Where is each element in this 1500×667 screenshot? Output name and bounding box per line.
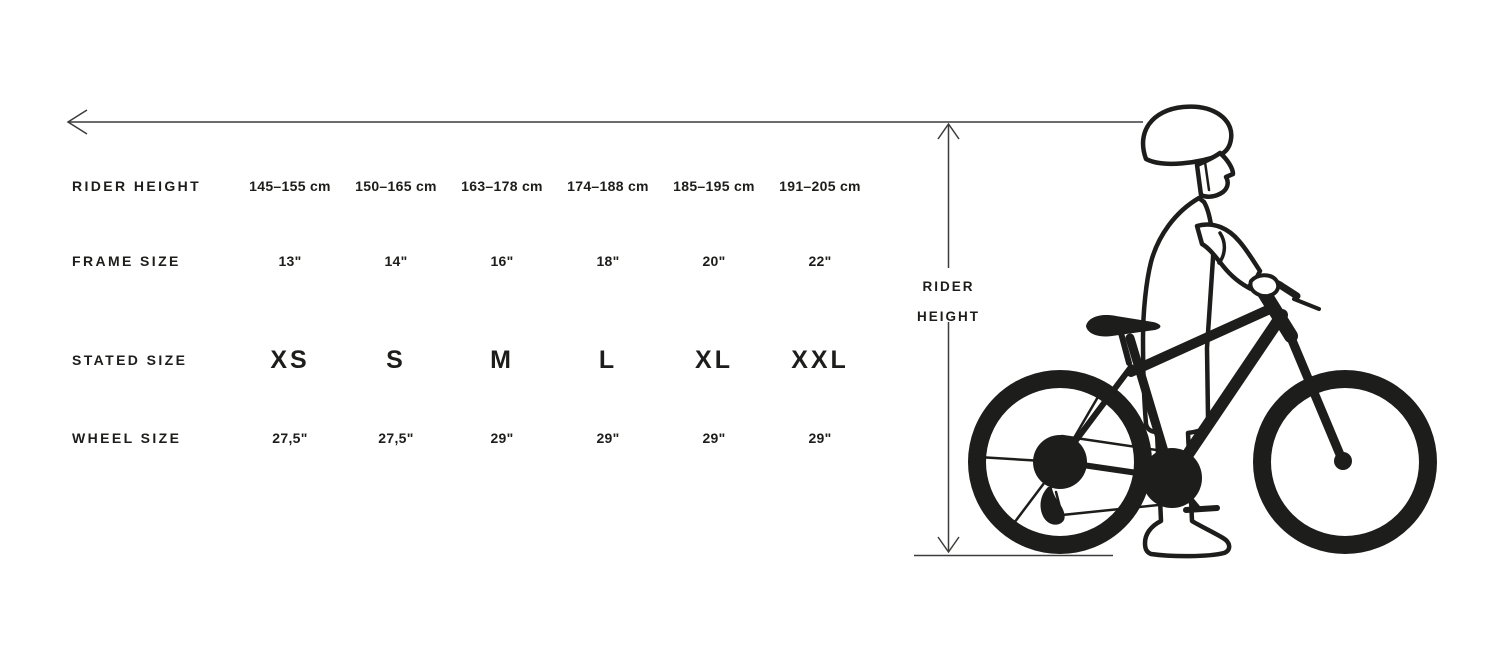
row-label-wheel-size: WHEEL SIZE	[72, 430, 182, 446]
wheel-size-value: 29"	[702, 430, 726, 446]
down-tube	[1168, 309, 1288, 481]
row-label-stated-size: STATED SIZE	[72, 352, 188, 368]
stated-size-value: XL	[695, 345, 733, 374]
arrow-up-icon	[937, 122, 960, 140]
rear-derailleur	[1040, 487, 1065, 525]
front-wheel	[1253, 370, 1437, 554]
row-label-frame-size: FRAME SIZE	[72, 253, 181, 269]
frame-size-value: 20"	[702, 253, 726, 269]
seat-stay	[1059, 364, 1134, 462]
rider-hand	[1248, 273, 1281, 299]
top-tube	[1126, 303, 1277, 377]
rider-height-value: 191–205 cm	[779, 178, 861, 194]
pedal	[1183, 505, 1220, 513]
arrow-down-icon	[937, 536, 960, 554]
wheel-size-value: 29"	[490, 430, 514, 446]
table-row-rider-height: RIDER HEIGHT 145–155 cm 150–165 cm 163–1…	[72, 176, 873, 196]
brake-lever	[1292, 297, 1321, 311]
stated-size-value: S	[386, 345, 406, 374]
table-row-stated-size: STATED SIZE XS S M L XL XXL	[72, 344, 873, 376]
stated-size-value: L	[598, 345, 618, 374]
helmet-strap	[1203, 160, 1211, 192]
dimension-label-line1: RIDER	[922, 279, 975, 294]
table-row-frame-size: FRAME SIZE 13" 14" 16" 18" 20" 22"	[72, 251, 873, 271]
frame-size-value: 14"	[384, 253, 408, 269]
rider-height-value: 145–155 cm	[249, 178, 331, 194]
stated-size-value: M	[490, 345, 514, 374]
sleeve-seam	[1217, 231, 1227, 265]
left-arrowhead-icon	[66, 109, 88, 135]
wheel-size-value: 29"	[596, 430, 620, 446]
frame-size-value: 22"	[808, 253, 832, 269]
rider-height-dimension-label: RIDER HEIGHT	[898, 279, 999, 324]
head-tube	[1256, 284, 1298, 343]
wheel-size-value: 27,5"	[378, 430, 414, 446]
front-hub	[1334, 452, 1352, 470]
dimension-label-line2: HEIGHT	[916, 309, 980, 324]
table-row-wheel-size: WHEEL SIZE 27,5" 27,5" 29" 29" 29" 29"	[72, 428, 873, 448]
row-label-rider-height: RIDER HEIGHT	[72, 178, 202, 194]
stated-size-value: XXL	[791, 345, 849, 374]
frame-size-value: 13"	[278, 253, 302, 269]
wheel-size-value: 29"	[808, 430, 832, 446]
measurement-lines	[66, 109, 1143, 557]
stated-size-value: XS	[270, 345, 310, 374]
rider-height-value: 163–178 cm	[461, 178, 543, 194]
rider-height-value: 150–165 cm	[355, 178, 437, 194]
saddle	[1086, 315, 1161, 337]
rider-height-value: 174–188 cm	[567, 178, 649, 194]
frame-size-value: 18"	[596, 253, 620, 269]
frame-size-value: 16"	[490, 253, 514, 269]
fork	[1284, 328, 1346, 462]
wheel-size-value: 27,5"	[272, 430, 308, 446]
chain-top	[1060, 434, 1172, 454]
rear-tire	[968, 370, 1152, 554]
seatpost	[1118, 330, 1132, 366]
rider-height-value: 185–195 cm	[673, 178, 755, 194]
chain-bottom	[1054, 490, 1170, 517]
rider-helmet	[1140, 104, 1234, 166]
crank-arm	[1168, 474, 1201, 512]
